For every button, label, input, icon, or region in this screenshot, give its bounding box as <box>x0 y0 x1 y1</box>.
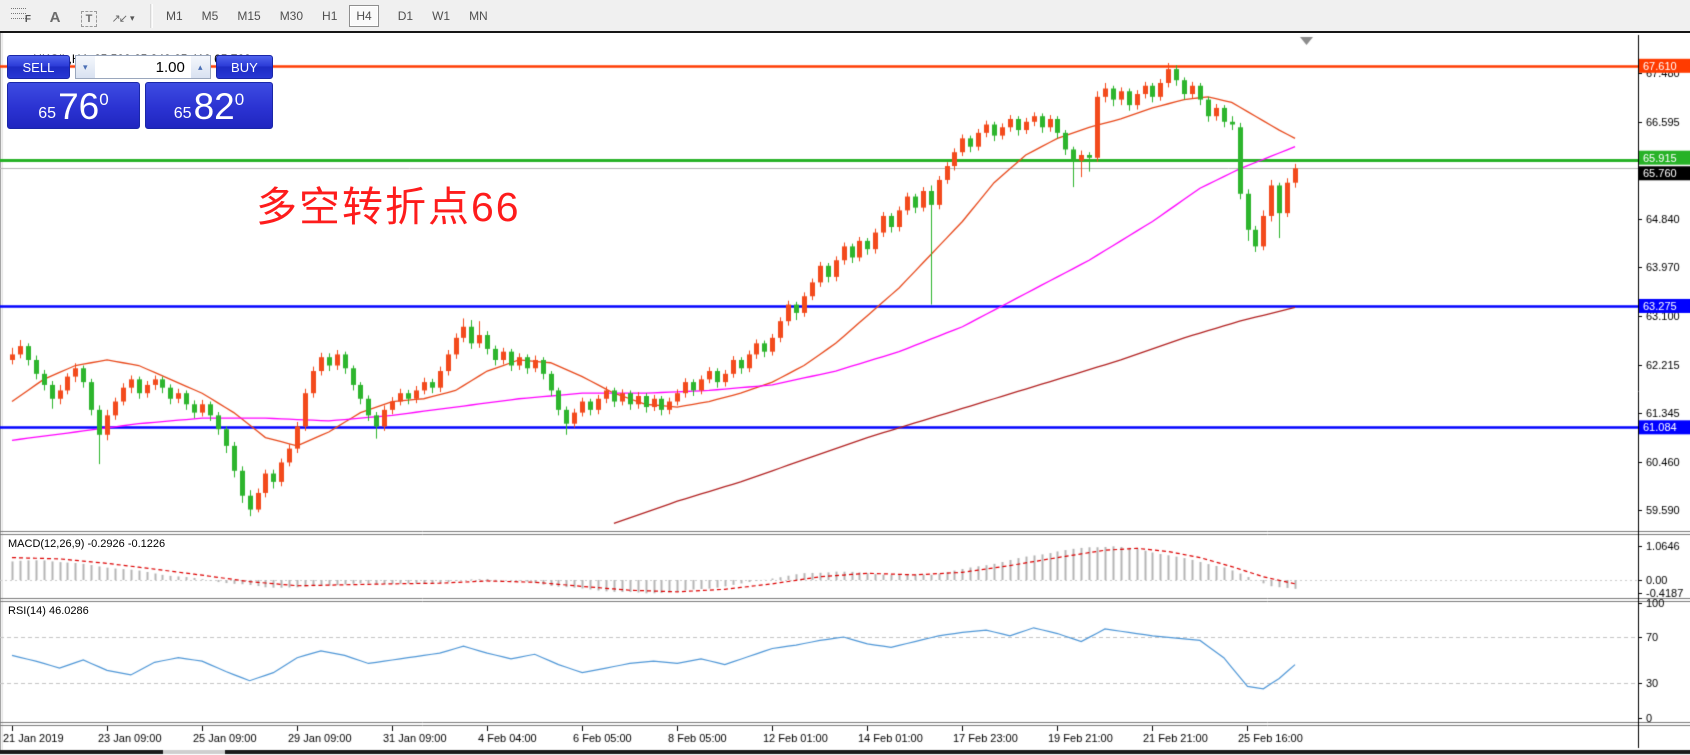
timeframe-button-w1[interactable]: W1 <box>432 8 451 23</box>
chart-annotation-text: 多空转折点66 <box>256 184 521 230</box>
timeframe-button-m1[interactable]: M1 <box>166 8 183 23</box>
toolbar: F A T ↗↙ ▾ M1 M5 M15 M30 H1 H4 D1 W1 MN <box>0 0 1690 33</box>
volume-increase-button[interactable]: ▴ <box>190 56 210 78</box>
text-label-icon[interactable]: T <box>76 6 102 32</box>
buy-button[interactable]: BUY <box>215 55 273 79</box>
buy-price-pips: 82 <box>193 86 235 127</box>
timeframe-button-m30[interactable]: M30 <box>279 8 304 23</box>
buy-price-button[interactable]: 65 82 0 <box>145 82 273 129</box>
timeframe-button-mn[interactable]: MN <box>469 8 488 23</box>
macd-indicator-label: MACD(12,26,9) -0.2926 -0.1226 <box>8 538 166 550</box>
buy-price-fraction: 0 <box>234 90 245 109</box>
timeframe-button-h1[interactable]: H1 <box>322 8 338 23</box>
arrow-objects-icon[interactable]: ↗↙ ▾ <box>111 12 135 25</box>
timeframe-button-h4[interactable]: H4 <box>349 4 379 27</box>
sell-price-fraction: 0 <box>99 90 109 109</box>
volume-spinner: ▾ ▴ <box>74 55 211 79</box>
timeframe-button-m15[interactable]: M15 <box>237 8 261 23</box>
sell-price-pips: 76 <box>58 86 100 127</box>
timeframe-toolbar: M1 M5 M15 M30 H1 H4 D1 W1 MN <box>159 4 500 27</box>
toolbar-separator <box>150 3 153 28</box>
fibonacci-lines-icon[interactable]: F <box>8 0 34 26</box>
price-chart-canvas[interactable] <box>0 33 1690 755</box>
volume-decrease-button[interactable]: ▾ <box>75 56 95 78</box>
chart-window: ▲UKOil-,H4 65.500 65.840 65.410 65.760 S… <box>0 33 1690 755</box>
dropdown-caret-icon[interactable]: ▾ <box>129 12 135 23</box>
timeframe-button-d1[interactable]: D1 <box>397 8 414 23</box>
volume-input[interactable] <box>94 56 191 78</box>
sell-price-button[interactable]: 65 76 0 <box>7 82 140 129</box>
text-icon[interactable]: A <box>49 8 61 26</box>
rsi-indicator-label: RSI(14) 46.0286 <box>8 605 89 617</box>
sell-price-integer: 65 <box>38 105 57 122</box>
timeframe-button-m5[interactable]: M5 <box>201 8 219 23</box>
sell-button[interactable]: SELL <box>7 55 70 79</box>
buy-price-integer: 65 <box>173 105 192 122</box>
